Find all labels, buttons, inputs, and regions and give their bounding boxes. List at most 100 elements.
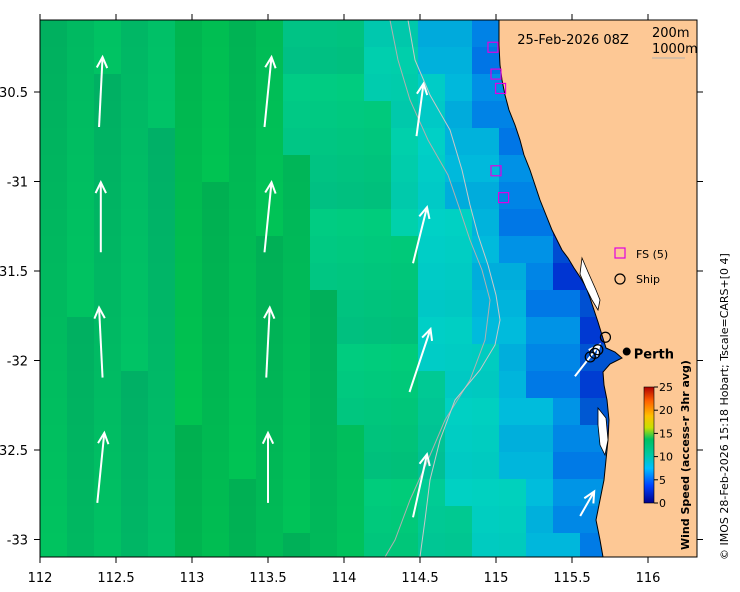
- heat-cell: [229, 182, 257, 210]
- heat-cell: [553, 479, 581, 507]
- heat-cell: [256, 101, 284, 129]
- x-tick-label: 114: [332, 571, 357, 586]
- plot-frame: [39, 19, 698, 558]
- heat-cell: [310, 20, 338, 48]
- colorbar-ticks: 25 20 15 10 5 0: [654, 381, 673, 510]
- heat-cell: [67, 128, 95, 156]
- heat-cell: [40, 128, 68, 156]
- heat-cell: [229, 344, 257, 372]
- heat-cell: [364, 452, 392, 480]
- heat-cell: [364, 182, 392, 210]
- heat-cell: [121, 479, 149, 507]
- heat-cell: [310, 47, 338, 75]
- heat-cell: [148, 533, 176, 557]
- heat-cell: [40, 479, 68, 507]
- heat-cell: [364, 155, 392, 183]
- heat-cell: [283, 236, 311, 264]
- heat-cell: [121, 533, 149, 557]
- heat-cell: [202, 317, 230, 345]
- city-label-perth: Perth: [634, 348, 674, 363]
- wind-arrow: [412, 204, 431, 264]
- heat-cell: [364, 209, 392, 237]
- wind-arrow: [579, 489, 596, 517]
- heat-cell: [553, 317, 581, 345]
- heat-cell: [175, 317, 203, 345]
- fs-site-marker: [490, 68, 502, 80]
- heat-cell: [337, 128, 365, 156]
- y-tick-label: -32.5: [0, 444, 28, 459]
- heat-cell: [472, 344, 500, 372]
- heat-cell: [121, 209, 149, 237]
- heat-cell: [121, 101, 149, 129]
- x-tick-label: 113.5: [249, 571, 286, 586]
- y-axis: -30.5 -31 -31.5 -32 -32.5 -33: [0, 86, 703, 549]
- heat-cell: [40, 371, 68, 399]
- heat-cell: [364, 20, 392, 48]
- heat-cell: [391, 128, 419, 156]
- colorbar-tick-label: 25: [659, 381, 673, 394]
- heat-cell: [121, 155, 149, 183]
- heat-cell: [337, 371, 365, 399]
- heat-cell: [310, 479, 338, 507]
- heat-cell: [202, 452, 230, 480]
- ship-legend-label: Ship: [636, 273, 660, 286]
- heat-cell: [337, 317, 365, 345]
- heat-cell: [148, 209, 176, 237]
- heat-cell: [256, 263, 284, 291]
- heat-cell: [337, 263, 365, 291]
- wind-arrow: [412, 452, 431, 518]
- fs-site-marker: [490, 165, 502, 177]
- plot-area: Perth: [40, 20, 697, 557]
- heat-cell: [364, 236, 392, 264]
- heat-cell: [310, 209, 338, 237]
- heat-cell: [418, 506, 446, 534]
- x-tick-label: 115: [484, 571, 509, 586]
- heat-cell: [67, 155, 95, 183]
- heat-cell: [175, 479, 203, 507]
- heat-cell: [472, 209, 500, 237]
- heat-cell: [40, 182, 68, 210]
- y-tick-label: -32: [7, 355, 28, 370]
- heat-cell: [40, 344, 68, 372]
- heat-cell: [94, 128, 122, 156]
- heat-cell: [418, 290, 446, 318]
- heat-cell: [67, 290, 95, 318]
- heat-cell: [202, 236, 230, 264]
- heat-cell: [40, 20, 68, 48]
- heat-cell: [445, 371, 473, 399]
- heat-cell: [310, 452, 338, 480]
- heat-cell: [418, 398, 446, 426]
- heat-cell: [229, 533, 257, 557]
- contour-legend-200m: 200m: [652, 26, 689, 41]
- heat-cell: [337, 479, 365, 507]
- heat-cell: [94, 263, 122, 291]
- heat-cell: [40, 398, 68, 426]
- heat-cell: [148, 452, 176, 480]
- heat-cell: [445, 263, 473, 291]
- heat-cell: [445, 506, 473, 534]
- heat-cell: [472, 371, 500, 399]
- heat-cell: [526, 452, 554, 480]
- heat-cell: [256, 236, 284, 264]
- heat-cell: [40, 209, 68, 237]
- heat-cell: [256, 128, 284, 156]
- wind-arrow: [263, 305, 276, 378]
- heat-cell: [418, 371, 446, 399]
- wind-arrow: [93, 305, 106, 378]
- heat-cell: [391, 263, 419, 291]
- heat-cell: [526, 425, 554, 453]
- heat-cell: [553, 344, 581, 372]
- heat-cell: [418, 155, 446, 183]
- colorbar-title: Wind Speed (access-r 3hr avg): [679, 360, 692, 550]
- heat-cell: [67, 533, 95, 557]
- heat-cell: [121, 74, 149, 102]
- heat-cell: [499, 371, 527, 399]
- heat-cell: [418, 47, 446, 75]
- heat-cell: [526, 317, 554, 345]
- heat-cell: [148, 128, 176, 156]
- heat-cell: [229, 20, 257, 48]
- heat-cell: [229, 209, 257, 237]
- heat-cell: [283, 74, 311, 102]
- heat-cell: [67, 452, 95, 480]
